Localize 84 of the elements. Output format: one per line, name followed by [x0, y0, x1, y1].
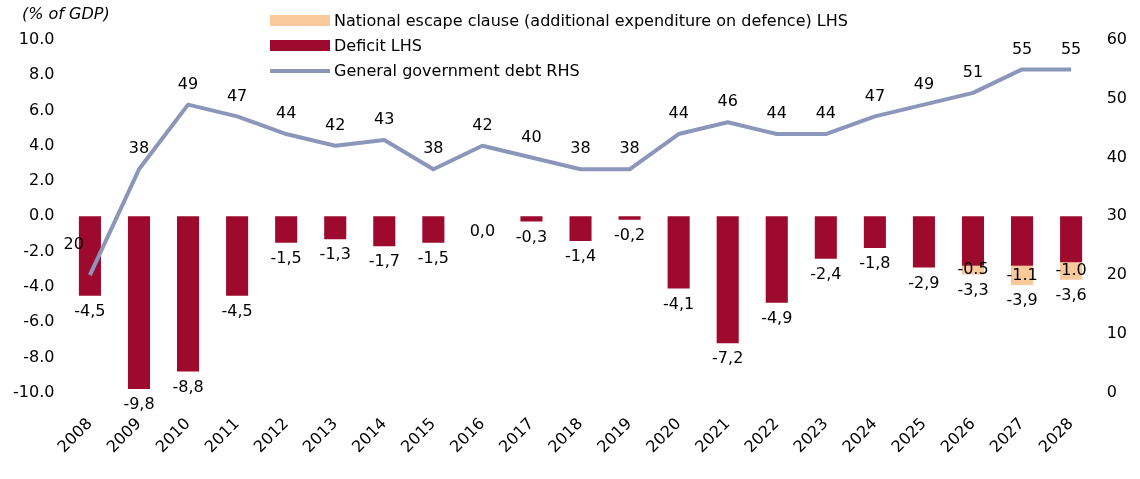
bar: [667, 216, 690, 289]
data-label: -1,3: [319, 244, 351, 264]
data-label: -4,9: [761, 307, 793, 327]
legend-label: National escape clause (additional expenditure on defence) LHS: [334, 11, 848, 30]
y2-tick-label: 50: [1106, 87, 1127, 107]
data-label: 40: [521, 126, 542, 146]
y2-tick-label: 20: [1106, 264, 1127, 284]
data-label: -2,9: [908, 272, 940, 292]
y2-tick-label: 60: [1106, 29, 1127, 49]
bar: [765, 216, 788, 303]
data-label: 42: [472, 114, 493, 134]
bar: [716, 216, 739, 344]
bar: [1060, 216, 1083, 263]
data-label: 49: [913, 73, 935, 93]
data-label: 0,0: [469, 221, 496, 241]
data-label: 44: [668, 103, 689, 123]
bar: [814, 216, 837, 259]
data-label: -0,3: [515, 226, 548, 246]
data-label: 44: [815, 103, 836, 123]
data-label: 38: [570, 138, 591, 158]
bar: [177, 216, 200, 372]
bar: [422, 216, 445, 243]
data-label: 47: [864, 85, 886, 105]
total-label: -3,6: [1055, 284, 1087, 304]
total-label: -3,9: [1006, 290, 1038, 310]
y-tick-label: 6.0: [28, 99, 55, 119]
bar: [569, 216, 592, 241]
data-label: 38: [423, 138, 444, 158]
data-label: -0,2: [613, 225, 646, 244]
bar: [1011, 216, 1034, 266]
y-tick-label: -2.0: [23, 240, 55, 260]
data-label: -1,7: [368, 251, 400, 271]
data-label: 38: [619, 138, 640, 158]
data-label: -4,1: [663, 293, 695, 313]
legend-label: General government debt RHS: [334, 61, 580, 80]
data-label: 43: [374, 109, 395, 129]
data-label: -1,5: [270, 247, 302, 267]
data-label: -7,2: [712, 348, 744, 368]
bar: [912, 216, 935, 268]
y2-tick-label: 10: [1106, 323, 1127, 343]
data-label: -1,4: [564, 246, 597, 266]
y-tick-label: -8.0: [23, 346, 55, 366]
bar: [127, 216, 151, 390]
data-label: -8,8: [172, 376, 204, 396]
data-label: 44: [766, 103, 787, 123]
bar: [863, 216, 886, 249]
data-label: -1,5: [417, 247, 449, 267]
bar: [373, 216, 396, 247]
y-tick-label: 10.0: [18, 29, 55, 49]
data-label: 49: [177, 73, 199, 93]
data-label: -1,8: [859, 253, 891, 273]
data-label: -0.5: [957, 259, 989, 279]
y-tick-label: 4.0: [28, 134, 55, 154]
y2-tick-label: 40: [1106, 146, 1127, 166]
y-tick-label: 0.0: [28, 205, 55, 225]
bar: [275, 216, 298, 243]
data-label: 55: [1011, 38, 1033, 58]
bar: [226, 216, 249, 296]
data-label: 46: [717, 91, 738, 111]
y-tick-label: -6.0: [23, 311, 55, 331]
y-axis-title: (% of GDP): [22, 4, 110, 23]
legend-label: Deficit LHS: [334, 36, 422, 55]
data-label: 55: [1060, 38, 1082, 58]
y-tick-label: 8.0: [28, 64, 55, 84]
data-label: 38: [128, 138, 150, 158]
data-label: 47: [226, 85, 248, 105]
data-label: 44: [275, 103, 297, 123]
y-tick-label: -10.0: [12, 381, 55, 401]
y2-tick-label: 0: [1106, 381, 1117, 401]
data-label: -4,5: [221, 300, 253, 320]
y2-tick-label: 30: [1106, 205, 1127, 225]
data-label: -1.0: [1055, 260, 1087, 280]
bar: [618, 216, 641, 220]
data-label: 51: [962, 62, 984, 82]
bar: [324, 216, 347, 240]
data-label: -4,5: [74, 300, 106, 320]
data-label: -9,8: [123, 394, 155, 414]
total-label: -3,3: [957, 279, 989, 299]
y-tick-label: 2.0: [28, 170, 55, 190]
data-label: -2,4: [810, 263, 842, 283]
data-label: 42: [325, 114, 346, 134]
data-label: -1.1: [1006, 264, 1038, 284]
bar: [520, 216, 543, 222]
y-tick-label: -4.0: [23, 276, 55, 295]
